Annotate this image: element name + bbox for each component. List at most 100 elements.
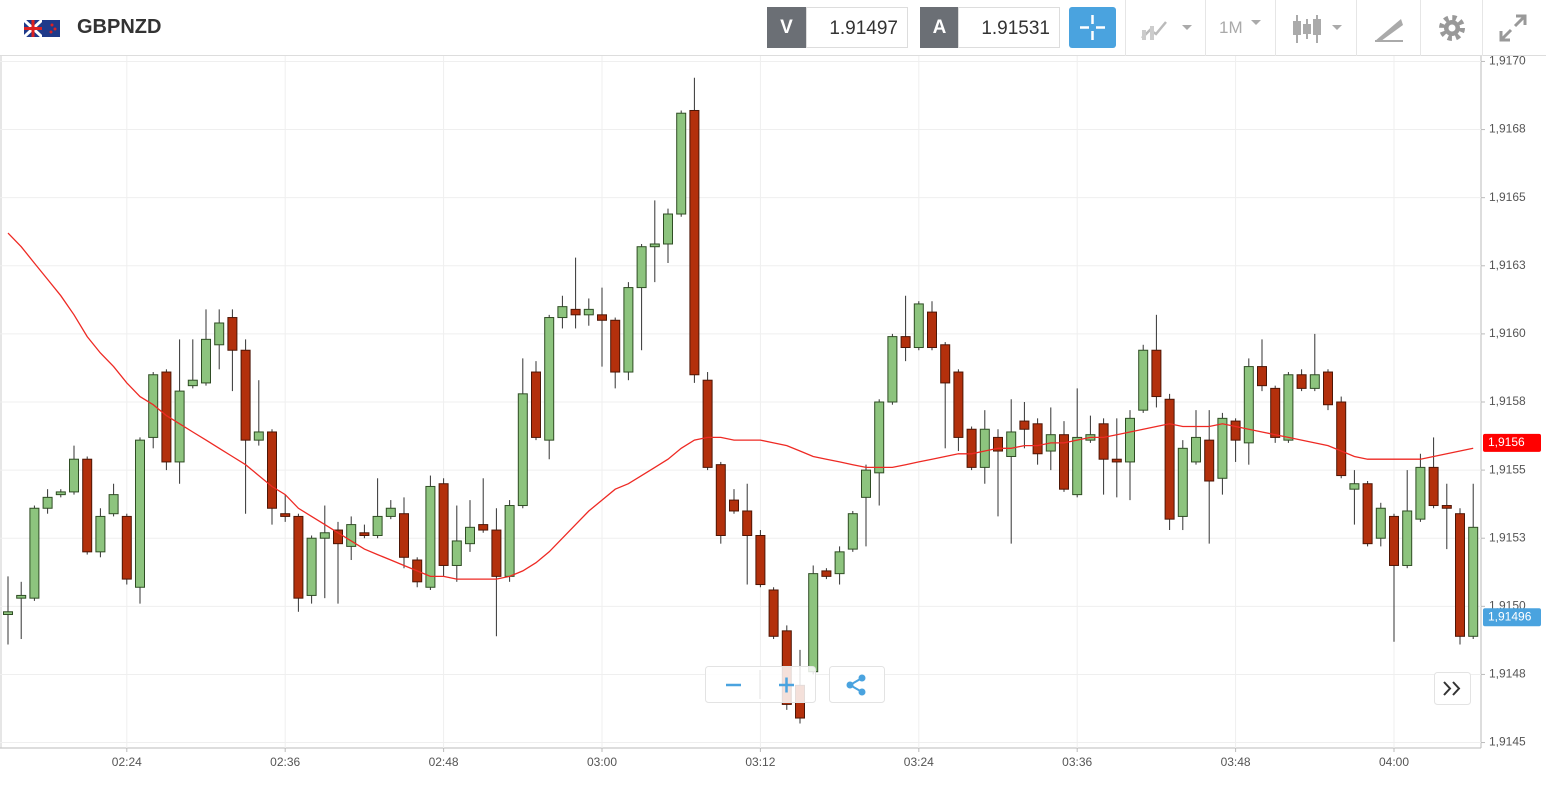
candle-body bbox=[940, 344, 951, 384]
moving-average-line bbox=[7, 232, 1474, 580]
candle-body bbox=[1151, 349, 1162, 398]
bid-price[interactable]: 1.91497 bbox=[806, 7, 908, 48]
flag-icon bbox=[24, 20, 60, 37]
candle-body bbox=[913, 303, 924, 349]
candle-body bbox=[3, 611, 13, 616]
candle-body bbox=[240, 349, 251, 441]
candle-body bbox=[1059, 434, 1069, 490]
crosshair-button[interactable] bbox=[1069, 7, 1116, 48]
candle-body bbox=[253, 431, 264, 441]
candle-body bbox=[1243, 366, 1254, 444]
fullscreen-button[interactable] bbox=[1498, 13, 1528, 43]
candle-body bbox=[636, 246, 647, 289]
candle-body bbox=[821, 570, 832, 577]
candle-body bbox=[544, 317, 555, 441]
y-tick-label: 1,9155 bbox=[1489, 462, 1526, 476]
candle-body bbox=[531, 371, 541, 438]
candle-body bbox=[808, 573, 819, 673]
settings-button[interactable] bbox=[1437, 13, 1467, 43]
y-tick-label: 1,9148 bbox=[1489, 667, 1526, 681]
candle-body bbox=[768, 589, 779, 637]
zoom-in-button[interactable] bbox=[779, 677, 794, 693]
candle-body bbox=[847, 513, 858, 550]
candle-body bbox=[1389, 515, 1399, 566]
candle-body bbox=[1111, 458, 1122, 463]
candle-body bbox=[1006, 431, 1017, 457]
candle-body bbox=[201, 338, 211, 384]
candle-body bbox=[623, 287, 634, 373]
candle-body bbox=[227, 317, 238, 351]
candle-body bbox=[702, 379, 713, 468]
candle-body bbox=[1019, 420, 1030, 430]
candle-body bbox=[610, 319, 621, 373]
candle-body bbox=[1257, 366, 1267, 387]
x-tick-label: 03:00 bbox=[587, 755, 617, 769]
y-tick-label: 1,9163 bbox=[1489, 258, 1526, 272]
candle-body bbox=[306, 537, 317, 596]
candle-body bbox=[1177, 447, 1188, 517]
candle-body bbox=[900, 336, 911, 349]
candle-body bbox=[425, 485, 436, 588]
bid-label[interactable]: V bbox=[767, 7, 806, 48]
y-tick-label: 1,9165 bbox=[1489, 190, 1526, 204]
candle-body bbox=[399, 513, 409, 558]
candle-body bbox=[1217, 417, 1228, 479]
y-tick-label: 1,9145 bbox=[1489, 735, 1526, 749]
candle-body bbox=[1098, 423, 1109, 460]
x-tick-label: 03:24 bbox=[904, 755, 934, 769]
candle-body bbox=[729, 499, 739, 512]
candle-body bbox=[42, 496, 53, 509]
candle-body bbox=[1415, 466, 1426, 520]
toolbar: GBPNZD V 1.91497 A 1.91531 1M bbox=[0, 0, 1546, 56]
draw-button[interactable] bbox=[1373, 15, 1405, 43]
separator bbox=[1356, 0, 1357, 56]
separator bbox=[1205, 0, 1206, 56]
candle-body bbox=[966, 428, 977, 468]
candle-body bbox=[570, 308, 581, 316]
candle-body bbox=[649, 243, 660, 248]
candle-body bbox=[465, 526, 475, 545]
candle-body bbox=[1283, 374, 1294, 441]
candle-body bbox=[55, 491, 66, 496]
candle-body bbox=[319, 532, 330, 539]
candle-body bbox=[742, 510, 753, 536]
separator bbox=[1420, 0, 1421, 56]
candle-body bbox=[359, 532, 370, 536]
symbol: GBPNZD bbox=[77, 16, 162, 38]
candle-body bbox=[504, 505, 515, 577]
candle-body bbox=[29, 507, 40, 599]
price-tag bbox=[1483, 433, 1541, 452]
share-box[interactable] bbox=[829, 666, 885, 703]
zoom-controls bbox=[705, 666, 885, 703]
candle-body bbox=[1125, 417, 1135, 463]
candle-body bbox=[953, 371, 964, 438]
candle-body bbox=[385, 507, 396, 517]
price-tag-label: 1,9156 bbox=[1488, 435, 1525, 449]
candle-body bbox=[1230, 420, 1241, 441]
candle-body bbox=[438, 483, 449, 566]
scroll-end-button[interactable] bbox=[1434, 672, 1472, 706]
ask-label[interactable]: A bbox=[920, 7, 959, 48]
candle-body bbox=[1323, 371, 1333, 406]
x-tick-label: 02:36 bbox=[270, 755, 300, 769]
candle-body bbox=[372, 515, 383, 536]
chart-type-button[interactable] bbox=[1140, 16, 1195, 42]
separator bbox=[1125, 0, 1126, 56]
candle-body bbox=[676, 112, 687, 215]
candle-body bbox=[293, 515, 304, 599]
candles bbox=[3, 77, 1479, 724]
separator bbox=[1275, 0, 1276, 56]
separator bbox=[1482, 0, 1483, 56]
candle-body bbox=[1349, 483, 1360, 490]
x-tick-label: 03:48 bbox=[1221, 755, 1251, 769]
candle-body bbox=[280, 513, 291, 517]
candle-type-button[interactable] bbox=[1292, 13, 1347, 45]
ask-price[interactable]: 1.91531 bbox=[958, 7, 1060, 48]
candle-body bbox=[161, 371, 172, 463]
candle-body bbox=[1375, 507, 1386, 539]
candle-body bbox=[148, 374, 159, 438]
candle-body bbox=[517, 393, 528, 507]
candle-body bbox=[491, 529, 502, 577]
timeframe-button[interactable]: 1M bbox=[1219, 18, 1243, 37]
